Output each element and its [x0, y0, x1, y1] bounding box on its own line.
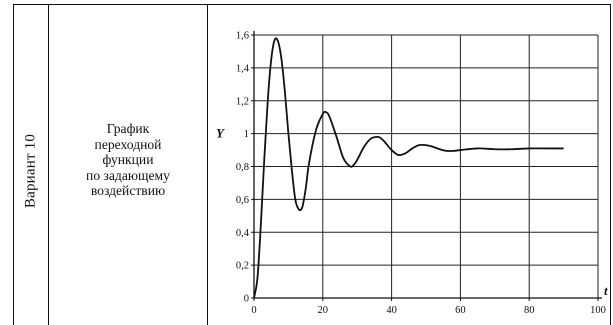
x-tick-label: 60 [455, 305, 466, 316]
column-divider-1 [48, 4, 49, 325]
description-text: График переходной функции по задающему в… [49, 121, 207, 199]
y-tick-label: 1,6 [236, 31, 249, 42]
table-frame [13, 4, 611, 325]
y-tick-label: 0,4 [236, 228, 250, 239]
y-axis-label: Y [216, 126, 225, 141]
description-line: График [106, 121, 150, 136]
description-line: переходной [94, 136, 162, 152]
y-tick-label: 0,2 [236, 261, 249, 272]
description-cell: График переходной функции по задающему в… [49, 5, 207, 325]
x-tick-label: 80 [524, 305, 535, 316]
x-tick-label: 0 [251, 305, 256, 316]
description-line: воздействию [90, 183, 166, 198]
description-line: по задающему [86, 167, 170, 183]
grid [254, 34, 599, 298]
series-layer [253, 37, 564, 299]
transient-response-chart: 0 0,2 0,4 0,6 0,8 1 1,2 1,4 1,6 0 20 40 60 80 100 Y t [216, 31, 608, 317]
axes [251, 31, 602, 301]
y-tick-label: 1,2 [236, 96, 249, 107]
variant-label: Вариант 10 [22, 134, 39, 209]
x-axis-label: t [604, 283, 608, 298]
x-tick-label: 20 [318, 305, 329, 316]
y-tick-label: 1 [244, 129, 249, 140]
x-tick-label: 100 [590, 305, 606, 316]
column-divider-2 [207, 4, 208, 325]
series-line-transient-response [253, 37, 564, 299]
y-tick-label: 0,6 [236, 195, 249, 206]
y-tick-label: 0,8 [236, 162, 249, 173]
tick-labels: 0 0,2 0,4 0,6 0,8 1 1,2 1,4 1,6 0 20 40 60 80 100 [236, 31, 606, 317]
x-tick-label: 40 [386, 305, 397, 316]
y-tick-label: 1,4 [236, 63, 250, 74]
description-line: функции [102, 152, 154, 167]
y-tick-label: 0 [244, 294, 249, 305]
variant-cell: Вариант 10 [14, 5, 48, 325]
